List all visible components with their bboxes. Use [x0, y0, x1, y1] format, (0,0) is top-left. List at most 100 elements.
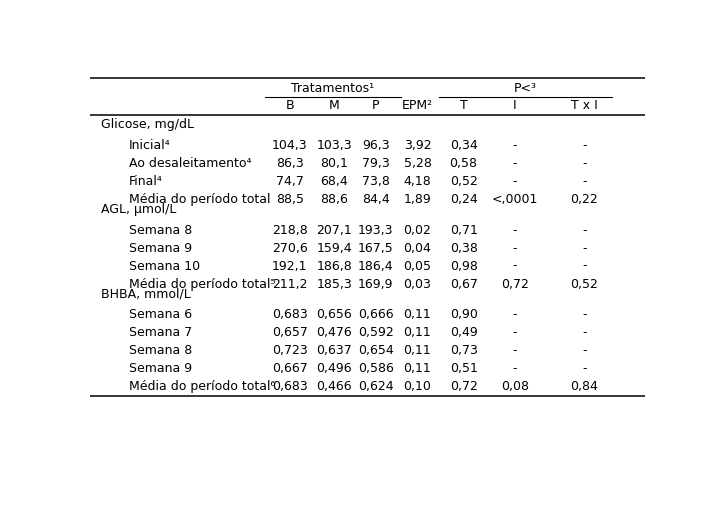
Text: -: -: [582, 326, 587, 339]
Text: Semana 8: Semana 8: [128, 224, 191, 236]
Text: EPM²: EPM²: [402, 99, 433, 113]
Text: 0,72: 0,72: [450, 380, 478, 393]
Text: 270,6: 270,6: [272, 242, 308, 254]
Text: 68,4: 68,4: [320, 175, 348, 188]
Text: 0,22: 0,22: [570, 193, 598, 206]
Text: 0,51: 0,51: [450, 362, 478, 375]
Text: 186,4: 186,4: [358, 260, 394, 272]
Text: 96,3: 96,3: [362, 139, 389, 152]
Text: 0,586: 0,586: [358, 362, 394, 375]
Text: -: -: [582, 157, 587, 170]
Text: 0,11: 0,11: [404, 326, 432, 339]
Text: Semana 6: Semana 6: [128, 308, 191, 321]
Text: 0,11: 0,11: [404, 362, 432, 375]
Text: -: -: [513, 139, 517, 152]
Text: -: -: [582, 308, 587, 321]
Text: 0,04: 0,04: [404, 242, 432, 254]
Text: -: -: [513, 242, 517, 254]
Text: 0,723: 0,723: [272, 344, 308, 357]
Text: P: P: [372, 99, 379, 113]
Text: 0,02: 0,02: [404, 224, 432, 236]
Text: 0,49: 0,49: [450, 326, 478, 339]
Text: 79,3: 79,3: [362, 157, 389, 170]
Text: Glicose, mg/dL: Glicose, mg/dL: [100, 118, 194, 131]
Text: 3,92: 3,92: [404, 139, 432, 152]
Text: 0,683: 0,683: [272, 380, 308, 393]
Text: -: -: [582, 242, 587, 254]
Text: 0,466: 0,466: [316, 380, 352, 393]
Text: 211,2: 211,2: [272, 278, 308, 290]
Text: Semana 9: Semana 9: [128, 362, 191, 375]
Text: 0,73: 0,73: [450, 344, 478, 357]
Text: 88,5: 88,5: [275, 193, 304, 206]
Text: -: -: [513, 362, 517, 375]
Text: 0,667: 0,667: [272, 362, 308, 375]
Text: Média do período total: Média do período total: [128, 193, 270, 206]
Text: 0,58: 0,58: [450, 157, 478, 170]
Text: 218,8: 218,8: [272, 224, 308, 236]
Text: Semana 9: Semana 9: [128, 242, 191, 254]
Text: -: -: [513, 308, 517, 321]
Text: 0,11: 0,11: [404, 308, 432, 321]
Text: Final⁴: Final⁴: [128, 175, 162, 188]
Text: 0,84: 0,84: [570, 380, 598, 393]
Text: Média do período total⁶: Média do período total⁶: [128, 380, 275, 393]
Text: T x I: T x I: [571, 99, 597, 113]
Text: 186,8: 186,8: [316, 260, 352, 272]
Text: 185,3: 185,3: [316, 278, 352, 290]
Text: 0,72: 0,72: [500, 278, 528, 290]
Text: 0,52: 0,52: [450, 175, 478, 188]
Text: 167,5: 167,5: [358, 242, 394, 254]
Text: Ao desaleitamento⁴: Ao desaleitamento⁴: [128, 157, 251, 170]
Text: 0,38: 0,38: [450, 242, 478, 254]
Text: 0,11: 0,11: [404, 344, 432, 357]
Text: 86,3: 86,3: [276, 157, 303, 170]
Text: -: -: [582, 224, 587, 236]
Text: 0,52: 0,52: [570, 278, 598, 290]
Text: 0,67: 0,67: [450, 278, 478, 290]
Text: 0,10: 0,10: [404, 380, 432, 393]
Text: 169,9: 169,9: [358, 278, 394, 290]
Text: 73,8: 73,8: [362, 175, 390, 188]
Text: -: -: [513, 260, 517, 272]
Text: Tratamentos¹: Tratamentos¹: [291, 82, 374, 96]
Text: 103,3: 103,3: [316, 139, 352, 152]
Text: 0,05: 0,05: [404, 260, 432, 272]
Text: -: -: [513, 175, 517, 188]
Text: Semana 8: Semana 8: [128, 344, 191, 357]
Text: -: -: [582, 344, 587, 357]
Text: -: -: [582, 362, 587, 375]
Text: T: T: [460, 99, 467, 113]
Text: 0,476: 0,476: [316, 326, 352, 339]
Text: M: M: [329, 99, 339, 113]
Text: -: -: [513, 157, 517, 170]
Text: P<³: P<³: [514, 82, 537, 96]
Text: 0,24: 0,24: [450, 193, 478, 206]
Text: 0,683: 0,683: [272, 308, 308, 321]
Text: 192,1: 192,1: [272, 260, 308, 272]
Text: 0,90: 0,90: [450, 308, 478, 321]
Text: BHBA, mmol/L: BHBA, mmol/L: [100, 287, 191, 301]
Text: 0,656: 0,656: [316, 308, 352, 321]
Text: 0,71: 0,71: [450, 224, 478, 236]
Text: 0,98: 0,98: [450, 260, 478, 272]
Text: -: -: [513, 344, 517, 357]
Text: 104,3: 104,3: [272, 139, 308, 152]
Text: -: -: [582, 175, 587, 188]
Text: 80,1: 80,1: [320, 157, 348, 170]
Text: 1,89: 1,89: [404, 193, 432, 206]
Text: I: I: [513, 99, 516, 113]
Text: 5,28: 5,28: [404, 157, 432, 170]
Text: -: -: [513, 224, 517, 236]
Text: 159,4: 159,4: [316, 242, 352, 254]
Text: Semana 7: Semana 7: [128, 326, 191, 339]
Text: 0,03: 0,03: [404, 278, 432, 290]
Text: 0,592: 0,592: [358, 326, 394, 339]
Text: 0,34: 0,34: [450, 139, 478, 152]
Text: 84,4: 84,4: [362, 193, 389, 206]
Text: 0,08: 0,08: [500, 380, 528, 393]
Text: B: B: [285, 99, 294, 113]
Text: -: -: [582, 139, 587, 152]
Text: 0,496: 0,496: [316, 362, 352, 375]
Text: Inicial⁴: Inicial⁴: [128, 139, 170, 152]
